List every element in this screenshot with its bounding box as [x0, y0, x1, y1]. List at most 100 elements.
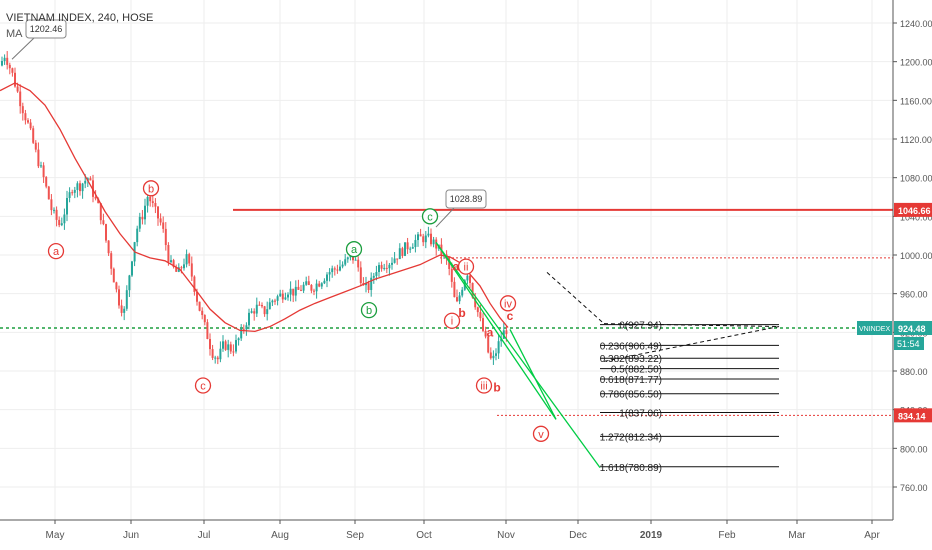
candle-body: [81, 183, 84, 192]
wave-label-circle: [475, 377, 493, 394]
candle-body: [149, 196, 152, 202]
callout-leader: [11, 37, 35, 60]
candle-body: [378, 265, 380, 273]
candle-body: [341, 264, 344, 267]
candle-body: [411, 247, 414, 249]
candle-body: [297, 286, 300, 290]
candle-body: [175, 266, 178, 272]
y-tick-label: 960.00: [900, 290, 928, 300]
candle-body: [339, 266, 341, 271]
candle-body: [245, 325, 248, 330]
x-tick-label: Feb: [718, 530, 736, 541]
candle-body: [162, 222, 165, 229]
symbol-badge-bg: [857, 321, 892, 336]
candle-body: [157, 206, 159, 219]
candles: [1, 51, 508, 365]
candle-body: [357, 259, 360, 268]
x-tick-label: Mar: [788, 530, 806, 541]
candle-body: [131, 261, 133, 276]
candle-body: [227, 344, 230, 350]
price-axis[interactable]: 1240.00 1200.00 1160.00 1120.00 1080.00 1040.…: [857, 0, 932, 520]
candle-body: [484, 330, 487, 337]
x-tick-label: Nov: [497, 530, 515, 541]
candle-body: [323, 280, 326, 284]
candle-body: [458, 295, 461, 302]
fib-level-label: 1.272(812.34): [600, 432, 662, 443]
candle-body: [292, 288, 295, 296]
candle-body: [263, 306, 266, 315]
wave-label: b: [458, 306, 465, 320]
horizontal-lines: [0, 208, 893, 416]
candle-body: [268, 302, 271, 310]
candle-body: [279, 293, 282, 297]
candle-body: [427, 233, 430, 236]
candle-body: [359, 267, 362, 284]
price-tag-bg: [894, 321, 932, 336]
candle-body: [32, 128, 35, 143]
callout-box: [445, 189, 487, 209]
candle-body: [396, 258, 399, 260]
candle-body: [255, 304, 258, 314]
candle-body: [27, 120, 29, 123]
y-tick-label: 880.00: [900, 367, 928, 377]
wave-label: v: [538, 429, 544, 441]
candle-body: [214, 357, 217, 359]
wave-label-circle: [345, 241, 363, 258]
candle-body: [284, 297, 287, 300]
candle-body: [128, 275, 131, 291]
candle-body: [370, 277, 373, 290]
trend-lines[interactable]: [435, 242, 601, 469]
wave-label-circle: [194, 377, 212, 394]
wave-label: c: [427, 211, 433, 223]
wave-label: b: [148, 183, 154, 195]
candle-body: [183, 264, 185, 269]
candle-body: [34, 142, 37, 150]
candle-body: [248, 312, 250, 326]
y-tick-label: 800.00: [900, 444, 928, 454]
callout-leader: [435, 207, 455, 228]
wave-label: b: [493, 380, 500, 394]
candle-body: [497, 341, 500, 354]
wave-label-circle: [360, 301, 378, 319]
candle-body: [159, 218, 162, 223]
x-tick-label: Aug: [271, 530, 289, 541]
candle-body: [300, 289, 302, 291]
y-tick-label: 1080.00: [900, 174, 932, 184]
candle-body: [224, 341, 227, 350]
candle-body: [266, 309, 269, 315]
fib-level-label: 0.786(856.50): [600, 390, 662, 401]
candle-body: [16, 86, 19, 92]
fib-level-label: 0.382(893.22): [600, 354, 662, 365]
time-axis[interactable]: May Jun Jul Aug Sep Oct Nov Dec 2019 Feb Mar Apr: [0, 519, 893, 541]
candle-body: [76, 183, 79, 190]
candle-body: [476, 307, 479, 313]
candle-body: [469, 275, 471, 283]
fib-trend-dash: [603, 326, 780, 362]
fibonacci-extension[interactable]: 0(927.94) 0.236(906.49) 0.382(893.22)0.5(8…: [546, 272, 780, 474]
candle-body: [79, 183, 81, 192]
candle-body: [66, 198, 68, 215]
candle-body: [211, 349, 214, 358]
wave-label-circle: [142, 180, 160, 197]
candle-body: [320, 283, 323, 287]
candle-body: [344, 259, 347, 265]
candle-body: [409, 248, 412, 250]
candle-body: [40, 165, 42, 167]
wave-label-circle: [499, 295, 517, 312]
candle-body: [146, 196, 149, 206]
candle-body: [489, 352, 492, 359]
candle-body: [432, 239, 435, 245]
candle-body: [375, 272, 378, 276]
candle-body: [118, 289, 120, 306]
fib-level-label: 0.5(882.50): [611, 365, 662, 376]
candle-body: [424, 235, 427, 243]
candle-body: [385, 267, 388, 269]
wave-label: iv: [504, 298, 512, 310]
x-tick-label: Jul: [198, 530, 211, 541]
candle-body: [274, 300, 276, 302]
candle-body: [216, 357, 219, 360]
candle-body: [19, 91, 22, 107]
countdown-bg: [894, 337, 924, 351]
